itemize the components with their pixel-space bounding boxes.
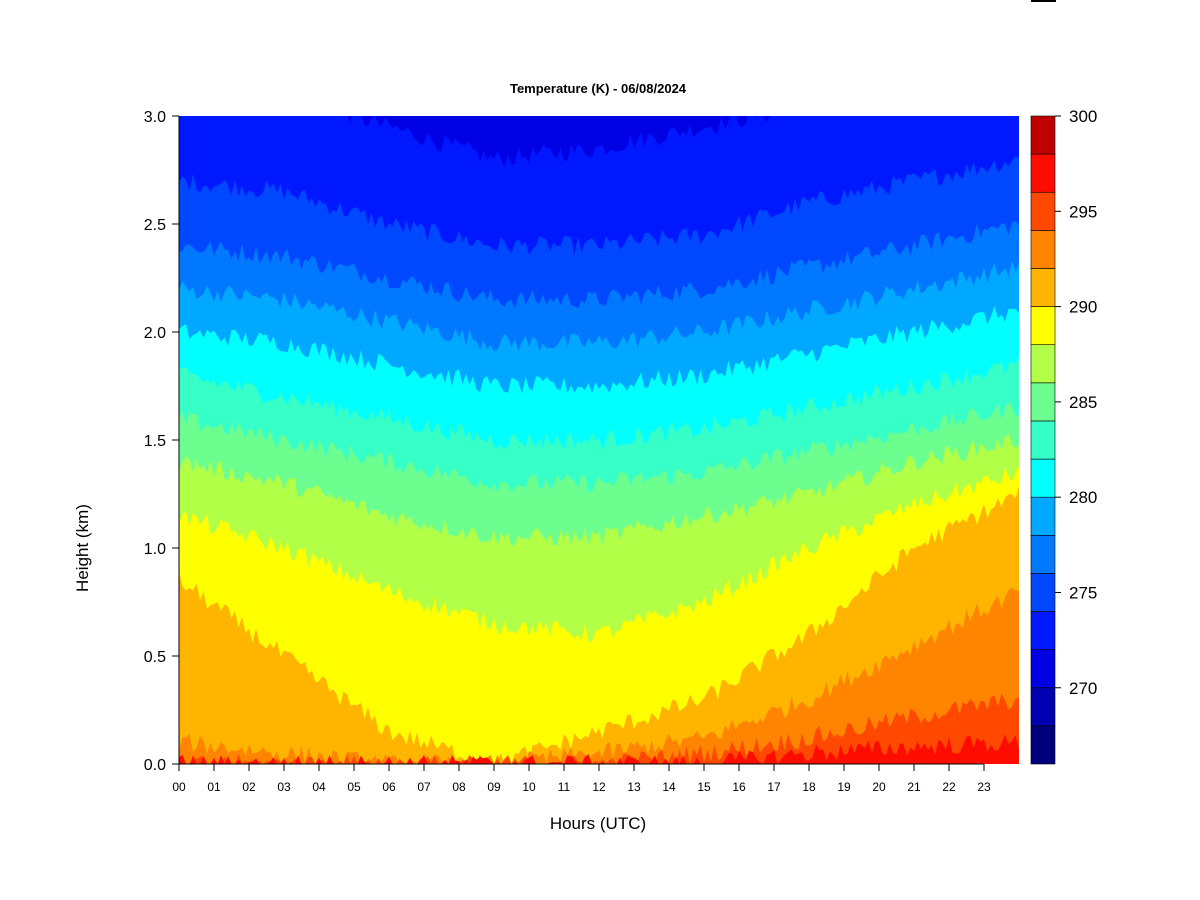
x-axis: 00 01 02 03 04 05 06 07 08 09 10 11 12 13 14 15 16 17 18 19… [172,763,991,794]
plot-area [179,116,1019,764]
y-axis-label: Height (km) [73,504,92,592]
x-axis-label: Hours (UTC) [550,814,646,833]
y-tick-label: 2.0 [144,325,166,342]
colorbar-swatch [1030,420,1056,460]
colorbar-tick-label: 300 [1069,107,1097,126]
colorbar-swatch [1030,344,1056,384]
corner-mark [1031,0,1056,2]
y-axis: 0.0 0.5 1.0 1.5 2.0 2.5 3.0 [144,109,180,774]
colorbar-swatch [1030,573,1056,612]
x-tick-label: 15 [697,780,711,794]
colorbar-tick-label: 270 [1069,679,1097,698]
x-tick-label: 01 [207,780,221,794]
colorbar-tick-label: 285 [1069,393,1097,412]
colorbar-swatch [1030,115,1056,155]
colorbar-swatch [1030,382,1056,422]
colorbar-swatch [1030,153,1056,193]
colorbar-swatch [1030,458,1056,498]
colorbar-swatch [1030,496,1056,536]
x-tick-label: 14 [662,780,676,794]
colorbar-swatch [1030,649,1056,689]
colorbar-swatch [1030,191,1056,231]
colorbar-tick-label: 290 [1069,298,1097,317]
isotherm-band-292 [179,587,1019,764]
isotherm-band-296 [179,734,1019,764]
x-tick-label: 18 [802,780,816,794]
colorbar: 270 275 280 285 290 295 300 [1030,107,1097,765]
x-tick-label: 06 [382,780,396,794]
x-tick-label: 07 [417,780,431,794]
x-tick-label: 08 [452,780,466,794]
colorbar-tick-label: 280 [1069,488,1097,507]
colorbar-tick-label: 295 [1069,202,1097,221]
colorbar-swatch [1030,230,1056,269]
x-tick-label: 20 [872,780,886,794]
x-tick-label: 00 [172,780,186,794]
x-tick-label: 12 [592,780,606,794]
x-tick-label: 02 [242,780,256,794]
x-tick-label: 10 [522,780,536,794]
x-tick-label: 04 [312,780,326,794]
x-tick-label: 09 [487,780,501,794]
x-tick-label: 16 [732,780,746,794]
x-tick-label: 05 [347,780,361,794]
y-tick-label: 1.5 [144,433,166,450]
colorbar-tick-label: 275 [1069,583,1097,602]
colorbar-swatch [1030,611,1056,650]
y-tick-label: 0.0 [144,757,166,774]
colorbar-swatch [1030,306,1056,346]
x-tick-label: 19 [837,780,851,794]
y-tick-label: 0.5 [144,649,166,666]
colorbar-swatch [1030,725,1056,765]
y-tick-label: 2.5 [144,217,166,234]
chart-title: Temperature (K) - 06/08/2024 [510,81,687,96]
x-tick-label: 03 [277,780,291,794]
y-tick-label: 1.0 [144,541,166,558]
x-tick-label: 22 [942,780,956,794]
isotherm-band-290 [179,485,1019,764]
x-tick-label: 21 [907,780,921,794]
x-tick-label: 13 [627,780,641,794]
colorbar-swatch [1030,534,1056,574]
colorbar-swatch [1030,687,1056,727]
y-tick-label: 3.0 [144,109,166,126]
x-tick-label: 17 [767,780,781,794]
x-tick-label: 11 [558,780,571,794]
isotherm-band-294 [179,693,1019,764]
colorbar-swatch [1030,268,1056,307]
x-tick-label: 23 [977,780,991,794]
